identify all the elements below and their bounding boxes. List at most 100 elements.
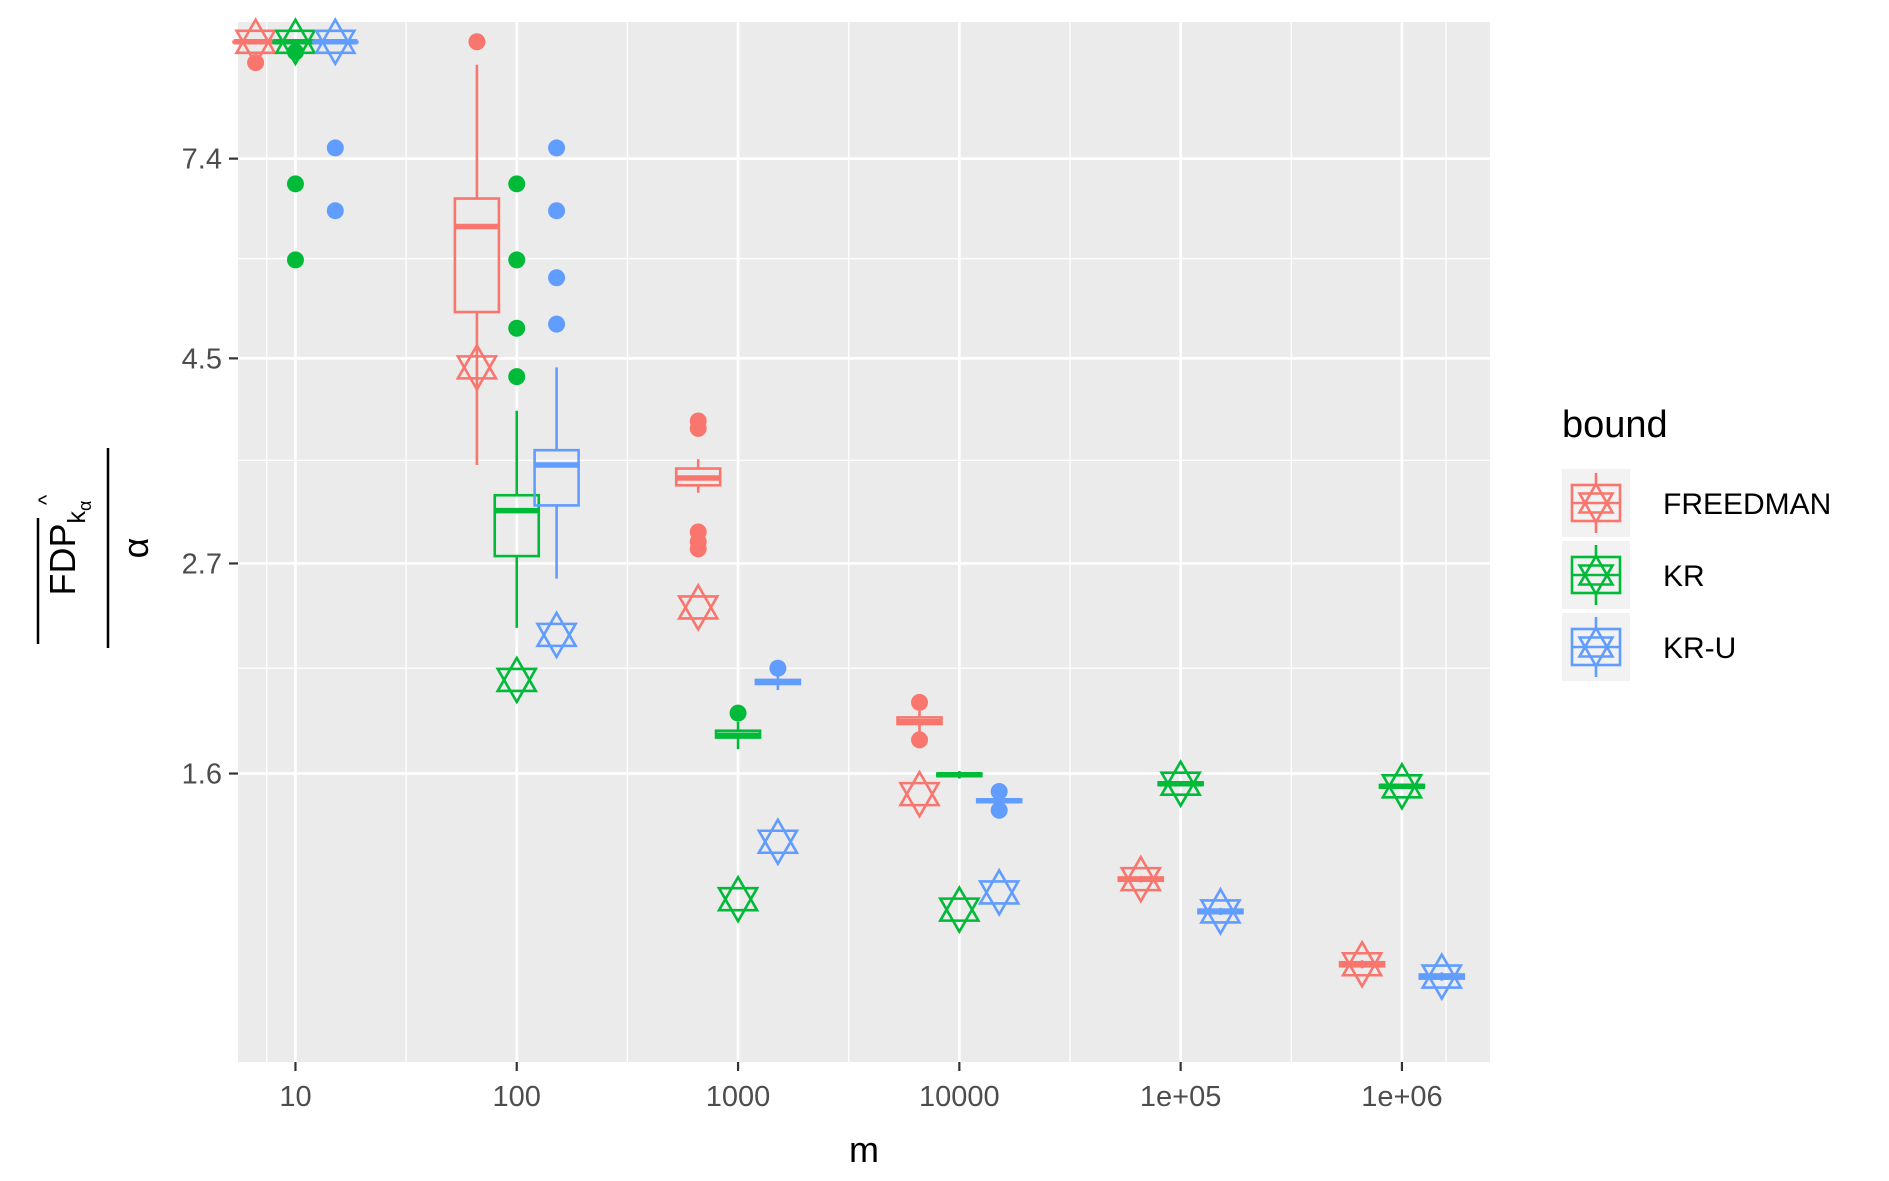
outlier-point <box>508 319 526 337</box>
panel-background <box>238 22 1490 1062</box>
y-axis-title: FDPkα ^ α <box>34 448 156 648</box>
box-group-kr-u-m1000000 <box>1418 951 1466 1002</box>
outlier-point <box>326 202 344 220</box>
mean-triangle-up <box>898 769 941 807</box>
outlier-point <box>508 368 526 386</box>
legend-label: KR <box>1663 560 1705 593</box>
outlier-point <box>689 419 707 437</box>
mean-triangle-up <box>1119 854 1163 892</box>
mean-triangle-up <box>1380 761 1424 799</box>
outlier-point <box>769 659 787 677</box>
box-group-kr-m10 <box>272 17 319 269</box>
mean-triangle-down <box>1577 492 1615 525</box>
mean-triangle-up <box>1577 625 1615 658</box>
outlier-point <box>911 693 929 711</box>
box-group-freedman-m1000 <box>674 412 722 633</box>
mean-marker <box>274 17 317 67</box>
mean-triangle-down <box>234 29 277 67</box>
outlier-point <box>548 202 566 220</box>
mean-triangle-up <box>1340 939 1384 977</box>
legend-key-mean <box>1577 553 1615 597</box>
mean-triangle-down <box>535 622 578 660</box>
mean-marker <box>313 17 357 67</box>
grid-minor <box>238 22 1490 1062</box>
mean-triangle-down <box>455 355 499 392</box>
mean-triangle-up <box>1199 886 1242 924</box>
box-group-kr-m100 <box>493 175 541 705</box>
legend-key-mean <box>1577 481 1615 525</box>
box-group-kr-m10000 <box>936 771 983 935</box>
box-group-freedman-m100 <box>453 33 501 466</box>
mean-triangle-up <box>1159 759 1202 796</box>
box-group-freedman-m100000 <box>1117 854 1165 904</box>
mean-triangle-down <box>1159 771 1202 809</box>
mean-triangle-up <box>1577 481 1615 514</box>
mean-triangle-down <box>676 595 720 633</box>
mean-triangle-up <box>938 885 981 922</box>
mean-marker <box>676 582 720 633</box>
outlier-point <box>689 540 707 558</box>
legend-entry-kr: KR <box>1562 541 1705 609</box>
mean-triangle-down <box>898 781 941 819</box>
x-tick-label: 1000 <box>706 1081 771 1113</box>
chart-marks <box>232 17 1466 1002</box>
mean-triangle-down <box>1380 773 1424 811</box>
mean-triangle-down <box>716 886 760 924</box>
legend: bound FREEDMAN KR KR-U <box>1562 404 1831 681</box>
mean-marker <box>495 655 539 705</box>
mean-triangle-up <box>234 17 277 55</box>
box-group-kr-m1000000 <box>1378 761 1426 811</box>
box-group-freedman-m1000000 <box>1338 939 1386 989</box>
mean-triangle-down <box>938 897 981 935</box>
x-tick-label: 1e+06 <box>1361 1081 1442 1113</box>
mean-triangle-down <box>313 29 357 67</box>
mean-marker <box>1340 939 1384 989</box>
outlier-point <box>911 731 929 749</box>
mean-triangle-down <box>1340 951 1384 989</box>
mean-triangle-down <box>495 667 539 705</box>
legend-keys: FREEDMAN KR KR-U <box>1562 469 1831 681</box>
mean-triangle-up <box>535 610 578 648</box>
mean-marker <box>756 817 800 867</box>
y-axis-title-denominator: α <box>115 538 156 559</box>
x-tick-label: 1e+05 <box>1140 1081 1221 1113</box>
box-group-kr-u-m10 <box>311 17 359 220</box>
x-tick-label: 10000 <box>919 1081 1000 1113</box>
mean-marker <box>1199 886 1242 936</box>
mean-triangle-down <box>1577 564 1615 597</box>
outlier-point <box>286 175 304 193</box>
mean-triangle-up <box>716 874 760 912</box>
y-axis-title-hat: ^ <box>34 494 59 505</box>
box-group-kr-u-m100000 <box>1197 886 1244 936</box>
mean-triangle-up <box>756 817 800 855</box>
box-group-kr-u-m100 <box>533 139 580 660</box>
box-group-freedman-m10 <box>232 17 279 72</box>
mean-triangle-up <box>313 17 357 55</box>
legend-key-mean <box>1577 625 1615 669</box>
outlier-point <box>468 33 486 51</box>
legend-title: bound <box>1562 404 1668 446</box>
mean-marker <box>234 17 277 67</box>
box-group-freedman-m10000 <box>896 693 943 819</box>
box <box>493 493 541 558</box>
mean-triangle-up <box>1420 951 1464 989</box>
legend-label: FREEDMAN <box>1663 488 1831 521</box>
mean-triangle-down <box>1119 866 1163 904</box>
mean-triangle-down <box>1199 899 1242 936</box>
mean-marker <box>938 885 981 935</box>
y-tick-label: 1.6 <box>182 759 222 791</box>
legend-entry-freedman: FREEDMAN <box>1562 469 1831 537</box>
mean-marker <box>716 874 760 924</box>
outlier-point <box>548 315 566 333</box>
legend-label: KR-U <box>1663 632 1736 665</box>
mean-marker <box>1420 951 1464 1002</box>
mean-triangle-up <box>495 655 539 693</box>
mean-marker <box>898 769 941 819</box>
y-tick-label: 7.4 <box>182 144 222 176</box>
outlier-point <box>548 139 566 157</box>
axes: 10 100 1000 10000 1e+05 1e+06 1.6 2.7 4.5 7.4 <box>182 144 1443 1113</box>
y-tick-label: 4.5 <box>182 343 222 375</box>
mean-marker <box>1159 759 1202 809</box>
box-group-kr-u-m1000 <box>754 659 802 867</box>
